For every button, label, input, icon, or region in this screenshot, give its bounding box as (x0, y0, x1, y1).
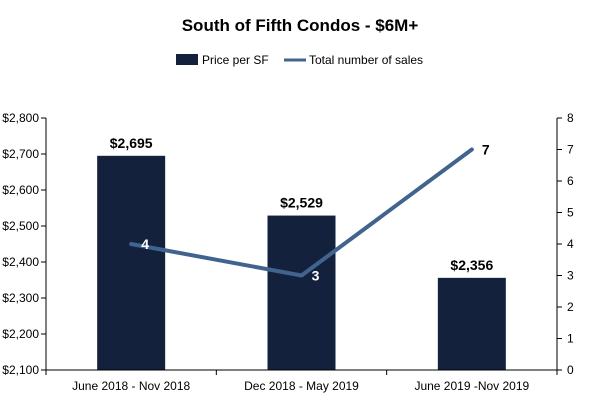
line-data-label: 3 (312, 268, 320, 284)
right-tick-label: 3 (567, 269, 574, 283)
left-tick-label: $2,400 (2, 255, 39, 269)
right-tick-label: 2 (567, 300, 574, 314)
right-tick-label: 1 (567, 332, 574, 346)
chart-title: South of Fifth Condos - $6M+ (182, 16, 419, 35)
bar (267, 215, 336, 370)
bar-data-label: $2,695 (110, 135, 153, 151)
legend-swatch-price-per-sf (176, 54, 198, 65)
x-tick-label: Dec 2018 - May 2019 (244, 379, 359, 393)
left-tick-label: $2,600 (2, 183, 39, 197)
bar (97, 155, 166, 370)
left-tick-label: $2,700 (2, 147, 39, 161)
x-tick-label: June 2019 -Nov 2019 (414, 379, 529, 393)
line-data-label: 7 (482, 142, 490, 158)
left-tick-label: $2,100 (2, 363, 39, 377)
plot-area: $2,100 $2,200 $2,300 $2,400 $2,500 $2,600 $2,7… (2, 111, 574, 393)
sales-line (129, 147, 474, 278)
legend-label-price-per-sf: Price per SF (202, 53, 269, 67)
left-tick-label: $2,800 (2, 111, 39, 125)
right-tick-label: 6 (567, 174, 574, 188)
right-tick-label: 5 (567, 206, 574, 220)
bar-data-label: $2,529 (280, 195, 323, 211)
bar (437, 277, 506, 370)
x-tick-label: June 2018 - Nov 2018 (72, 379, 190, 393)
right-tick-label: 4 (567, 237, 574, 251)
right-tick-label: 0 (567, 363, 574, 377)
bar-data-label: $2,356 (450, 257, 493, 273)
right-tick-label: 7 (567, 143, 574, 157)
left-tick-label: $2,200 (2, 327, 39, 341)
chart-legend: Price per SF Total number of sales (176, 53, 423, 67)
legend-label-total-sales: Total number of sales (309, 53, 423, 67)
left-tick-label: $2,300 (2, 291, 39, 305)
line-data-label: 4 (141, 236, 149, 252)
left-tick-label: $2,500 (2, 219, 39, 233)
right-tick-label: 8 (567, 111, 574, 125)
